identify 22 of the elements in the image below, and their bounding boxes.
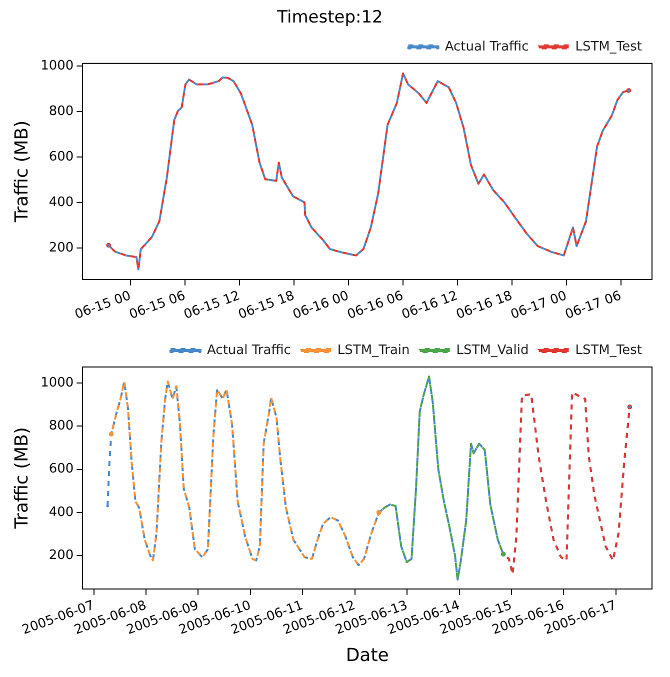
y-tick-label: 200: [48, 548, 74, 564]
legend-label: Actual Traffic: [207, 342, 291, 358]
y-tick-label: 800: [48, 104, 74, 119]
legend-label: LSTM_Test: [575, 342, 642, 358]
chart-title: Timestep:12: [276, 8, 383, 28]
y-axis-title: Traffic (MB): [11, 120, 32, 224]
legend-label: LSTM_Test: [575, 39, 642, 54]
y-tick-label: 400: [48, 194, 74, 210]
y-tick-label: 1000: [40, 58, 74, 74]
line-series: [108, 380, 382, 566]
point: [108, 432, 114, 437]
legend-label: LSTM_Train: [337, 342, 410, 358]
y-axis-title: Traffic (MB): [11, 427, 32, 530]
y-tick-label: 1000: [40, 375, 74, 390]
legend-label: Actual Traffic: [444, 39, 529, 54]
y-tick-label: 200: [48, 240, 74, 256]
y-tick-label: 800: [48, 418, 74, 434]
y-tick-label: 600: [48, 462, 74, 477]
y-tick-label: 400: [48, 504, 74, 520]
legend-label: LSTM_Valid: [456, 342, 529, 358]
y-tick-label: 600: [48, 149, 74, 164]
x-axis-title: Date: [346, 644, 389, 666]
